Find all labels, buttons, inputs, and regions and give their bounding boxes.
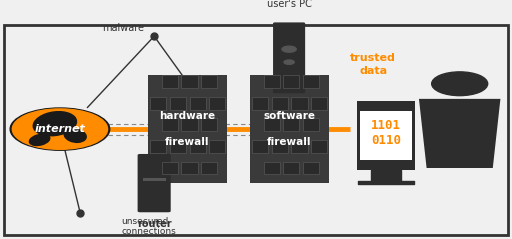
FancyBboxPatch shape [150, 97, 166, 110]
FancyBboxPatch shape [283, 118, 300, 131]
FancyBboxPatch shape [201, 162, 218, 174]
Ellipse shape [32, 111, 77, 136]
Polygon shape [419, 99, 500, 168]
FancyBboxPatch shape [360, 111, 412, 160]
FancyBboxPatch shape [264, 162, 280, 174]
Circle shape [282, 46, 296, 52]
FancyBboxPatch shape [252, 97, 268, 110]
FancyBboxPatch shape [311, 97, 327, 110]
Circle shape [12, 109, 108, 149]
FancyBboxPatch shape [311, 140, 327, 153]
FancyBboxPatch shape [283, 162, 300, 174]
Text: trusted
data: trusted data [350, 53, 396, 76]
FancyBboxPatch shape [170, 97, 186, 110]
FancyBboxPatch shape [138, 154, 170, 212]
Circle shape [432, 72, 488, 96]
Text: 1101
0110: 1101 0110 [371, 120, 401, 147]
FancyBboxPatch shape [264, 75, 280, 88]
FancyBboxPatch shape [303, 162, 319, 174]
FancyBboxPatch shape [283, 75, 300, 88]
FancyBboxPatch shape [356, 101, 415, 170]
FancyBboxPatch shape [201, 118, 218, 131]
Text: user's PC: user's PC [267, 0, 311, 9]
Text: internet: internet [34, 124, 86, 134]
FancyBboxPatch shape [209, 140, 225, 153]
Text: hardware: hardware [159, 111, 216, 121]
FancyBboxPatch shape [303, 118, 319, 131]
Circle shape [284, 60, 294, 64]
Ellipse shape [63, 128, 87, 143]
FancyBboxPatch shape [272, 97, 288, 110]
FancyBboxPatch shape [189, 140, 206, 153]
FancyBboxPatch shape [209, 97, 225, 110]
FancyBboxPatch shape [162, 162, 178, 174]
FancyBboxPatch shape [201, 75, 218, 88]
FancyBboxPatch shape [291, 140, 308, 153]
FancyBboxPatch shape [162, 118, 178, 131]
FancyBboxPatch shape [291, 97, 308, 110]
FancyBboxPatch shape [181, 162, 198, 174]
FancyBboxPatch shape [264, 118, 280, 131]
FancyBboxPatch shape [181, 75, 198, 88]
FancyBboxPatch shape [303, 75, 319, 88]
FancyBboxPatch shape [250, 75, 329, 183]
FancyBboxPatch shape [273, 22, 305, 93]
Text: firewall: firewall [165, 137, 209, 147]
Text: firewall: firewall [267, 137, 311, 147]
FancyBboxPatch shape [252, 140, 268, 153]
FancyBboxPatch shape [148, 75, 227, 183]
FancyBboxPatch shape [143, 178, 165, 181]
FancyBboxPatch shape [150, 140, 166, 153]
FancyBboxPatch shape [170, 140, 186, 153]
FancyBboxPatch shape [162, 75, 178, 88]
FancyBboxPatch shape [4, 25, 508, 235]
Ellipse shape [29, 134, 51, 146]
Text: unsecured
connections: unsecured connections [121, 217, 176, 236]
Text: software: software [263, 111, 315, 121]
FancyBboxPatch shape [272, 140, 288, 153]
Circle shape [10, 108, 110, 150]
FancyBboxPatch shape [189, 97, 206, 110]
Text: router: router [137, 219, 172, 229]
Text: malware: malware [102, 23, 144, 33]
FancyBboxPatch shape [181, 118, 198, 131]
